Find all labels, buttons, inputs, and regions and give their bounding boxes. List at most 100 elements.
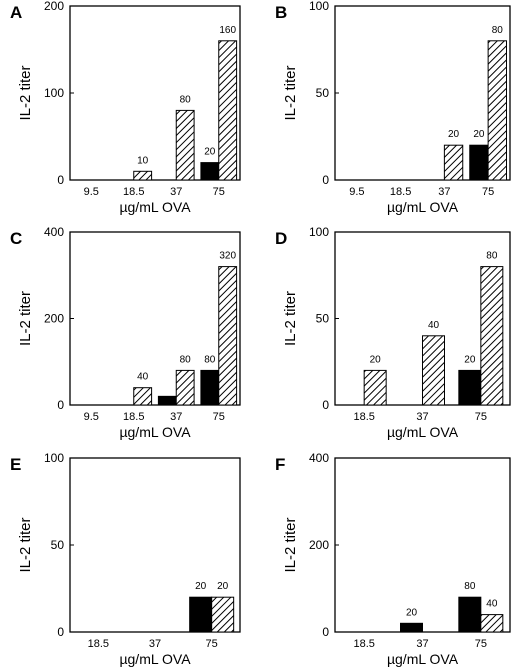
panel-e-data-label-hatched-2: 20 bbox=[217, 581, 229, 592]
panel-a-letter: A bbox=[10, 3, 22, 22]
panel-a-data-label-hatched-3: 160 bbox=[219, 25, 236, 36]
panel-e-x-tick-label-1: 37 bbox=[149, 638, 161, 650]
panel-d-x-tick-label-2: 75 bbox=[475, 411, 487, 423]
panel-b: B IL-2 titer 0 50 100 9.5 18.5 37 20 75 20 80 µg/mL … bbox=[275, 0, 511, 215]
panel-a-x-axis-label: µg/mL OVA bbox=[119, 199, 191, 215]
panel-d-x-axis-label: µg/mL OVA bbox=[387, 424, 459, 440]
panel-f-data-label-hatched-2: 40 bbox=[486, 599, 498, 610]
panel-c: C IL-2 titer 0 200 400 9.5 18.5 40 37 80 75 80 320 µg… bbox=[10, 225, 241, 440]
panel-d: D IL-2 titer 0 50 100 18.5 20 37 40 75 20 80 µg/mL O… bbox=[275, 225, 511, 440]
panel-a-y-tick-label-2: 200 bbox=[44, 0, 64, 13]
panel-f: F IL-2 titer 0 200 400 18.5 37 20 75 80 40 µg/mL OV… bbox=[275, 451, 511, 667]
panel-c-y-tick-label-1: 200 bbox=[44, 312, 64, 326]
panel-f-data-label-solid-1: 20 bbox=[406, 607, 418, 618]
panel-c-y-axis-label: IL-2 titer bbox=[17, 291, 34, 346]
panel-f-frame bbox=[334, 457, 511, 633]
panel-a-data-label-hatched-1: 10 bbox=[137, 155, 149, 166]
panel-d-y-tick-label-0: 0 bbox=[322, 398, 329, 412]
panel-a-y-tick-label-1: 100 bbox=[44, 86, 64, 100]
panel-d-bar-solid-2 bbox=[458, 369, 482, 406]
panel-f-bar-hatched-2 bbox=[480, 614, 504, 633]
panel-e-y-tick-label-2: 100 bbox=[44, 451, 64, 465]
panel-c-bar-hatched-2 bbox=[175, 369, 195, 406]
panel-f-x-tick-label-2: 75 bbox=[475, 638, 487, 650]
panel-b-bar-hatched-3 bbox=[487, 40, 507, 181]
panel-f-data-label-solid-2: 80 bbox=[464, 581, 476, 592]
panel-f-x-axis-label: µg/mL OVA bbox=[387, 651, 459, 667]
panel-d-data-label-solid-2: 20 bbox=[464, 354, 476, 365]
panel-f-bar-solid-2 bbox=[458, 596, 482, 633]
panel-d-bar-hatched-2 bbox=[480, 266, 504, 406]
panel-c-bar-solid-2 bbox=[157, 395, 177, 406]
panel-d-letter: D bbox=[275, 229, 287, 248]
panel-b-data-label-hatched-3: 80 bbox=[492, 25, 504, 36]
panel-a-x-tick-label-3: 75 bbox=[213, 186, 225, 198]
panel-d-data-label-hatched-1: 40 bbox=[428, 320, 440, 331]
panel-c-bar-solid-3 bbox=[200, 369, 220, 406]
panel-a-x-tick-label-2: 37 bbox=[170, 186, 182, 198]
panel-d-y-tick-label-1: 50 bbox=[316, 312, 330, 326]
panel-f-y-tick-label-0: 0 bbox=[322, 625, 329, 639]
panel-a-x-tick-label-0: 9.5 bbox=[84, 186, 99, 198]
panel-c-data-label-hatched-3: 320 bbox=[219, 251, 236, 262]
panel-d-y-tick-label-2: 100 bbox=[309, 225, 329, 239]
panel-f-bar-solid-1 bbox=[400, 622, 423, 633]
panel-d-data-label-hatched-0: 20 bbox=[370, 354, 382, 365]
panel-d-bar-hatched-1 bbox=[422, 335, 445, 406]
panel-f-x-tick-label-1: 37 bbox=[416, 638, 428, 650]
panel-b-y-tick-label-1: 50 bbox=[316, 86, 330, 100]
panel-e-bar-hatched-2 bbox=[211, 596, 235, 633]
panel-d-x-tick-label-0: 18.5 bbox=[353, 411, 374, 423]
panel-a-bar-solid-3 bbox=[200, 162, 220, 181]
panel-b-y-axis-label: IL-2 titer bbox=[282, 65, 299, 120]
panel-e-x-axis-label: µg/mL OVA bbox=[119, 651, 191, 667]
panel-d-bar-hatched-0 bbox=[363, 369, 387, 406]
panel-b-data-label-solid-3: 20 bbox=[473, 129, 485, 140]
panel-a-y-axis-label: IL-2 titer bbox=[17, 65, 34, 120]
panel-b-x-axis-label: µg/mL OVA bbox=[387, 199, 459, 215]
panel-c-x-tick-label-2: 37 bbox=[170, 411, 182, 423]
panel-b-x-tick-label-0: 9.5 bbox=[349, 186, 364, 198]
panel-a: A IL-2 titer 0 100 200 9.5 18.5 10 37 80 75 20 160 µg… bbox=[10, 0, 241, 215]
panel-d-x-tick-label-1: 37 bbox=[416, 411, 428, 423]
panel-e: E IL-2 titer 0 50 100 18.5 37 75 20 20 µg/mL OVA bbox=[10, 451, 241, 667]
panel-e-x-tick-label-2: 75 bbox=[206, 638, 218, 650]
panel-a-bar-hatched-3 bbox=[218, 40, 238, 181]
panel-a-data-label-hatched-2: 80 bbox=[180, 94, 192, 105]
panel-c-x-tick-label-3: 75 bbox=[213, 411, 225, 423]
panel-e-y-axis-label: IL-2 titer bbox=[17, 517, 34, 572]
panel-d-y-axis-label: IL-2 titer bbox=[282, 291, 299, 346]
panel-e-data-label-solid-2: 20 bbox=[195, 581, 207, 592]
panel-b-y-tick-label-2: 100 bbox=[309, 0, 329, 13]
panel-c-x-tick-label-1: 18.5 bbox=[123, 411, 144, 423]
panel-c-data-label-hatched-2: 80 bbox=[180, 354, 192, 365]
panel-e-y-tick-label-1: 50 bbox=[51, 538, 65, 552]
panel-a-y-tick-label-0: 0 bbox=[57, 173, 64, 187]
panel-c-x-axis-label: µg/mL OVA bbox=[119, 424, 191, 440]
panel-f-y-tick-label-2: 400 bbox=[309, 451, 329, 465]
panel-c-data-label-solid-3: 80 bbox=[204, 354, 216, 365]
panel-a-bar-hatched-2 bbox=[175, 109, 195, 181]
panel-f-y-axis-label: IL-2 titer bbox=[282, 517, 299, 572]
panel-c-letter: C bbox=[10, 229, 22, 248]
panel-b-bar-solid-3 bbox=[469, 144, 489, 181]
panel-f-y-tick-label-1: 200 bbox=[309, 538, 329, 552]
panel-f-letter: F bbox=[275, 455, 285, 474]
panel-c-bar-hatched-3 bbox=[218, 266, 238, 406]
panel-e-y-tick-label-0: 0 bbox=[57, 625, 64, 639]
panel-b-bar-hatched-2 bbox=[443, 144, 464, 181]
panel-b-data-label-hatched-2: 20 bbox=[448, 129, 460, 140]
panel-f-x-tick-label-0: 18.5 bbox=[353, 638, 374, 650]
panel-c-x-tick-label-0: 9.5 bbox=[84, 411, 99, 423]
panel-b-x-tick-label-2: 37 bbox=[438, 186, 450, 198]
panel-c-data-label-hatched-1: 40 bbox=[137, 372, 149, 383]
panel-c-bar-hatched-1 bbox=[133, 387, 153, 406]
panel-a-x-tick-label-1: 18.5 bbox=[123, 186, 144, 198]
panel-e-bar-solid-2 bbox=[189, 596, 213, 633]
panel-e-x-tick-label-0: 18.5 bbox=[88, 638, 109, 650]
panel-e-letter: E bbox=[10, 455, 21, 474]
panel-b-x-tick-label-1: 18.5 bbox=[390, 186, 411, 198]
panel-a-data-label-solid-3: 20 bbox=[204, 147, 216, 158]
panel-a-bar-hatched-1 bbox=[133, 170, 153, 181]
